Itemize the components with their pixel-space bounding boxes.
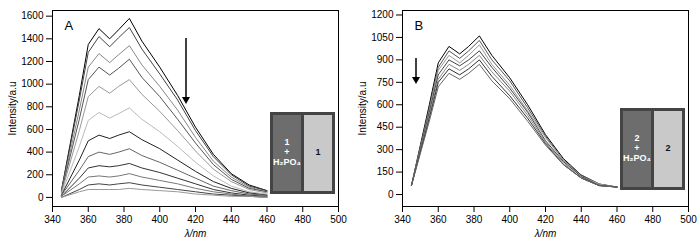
svg-text:360: 360 xyxy=(430,214,447,225)
svg-text:380: 380 xyxy=(116,214,133,225)
svg-text:900: 900 xyxy=(377,54,394,65)
svg-text:1000: 1000 xyxy=(21,78,44,89)
svg-text:1050: 1050 xyxy=(371,32,394,43)
svg-text:λ/nm: λ/nm xyxy=(534,228,557,239)
svg-text:600: 600 xyxy=(27,124,44,135)
svg-text:300: 300 xyxy=(377,144,394,155)
svg-text:440: 440 xyxy=(573,214,590,225)
svg-text:800: 800 xyxy=(27,101,44,112)
svg-text:0: 0 xyxy=(38,192,44,203)
svg-text:460: 460 xyxy=(609,214,626,225)
svg-text:150: 150 xyxy=(377,166,394,177)
svg-text:A: A xyxy=(65,18,74,33)
svg-text:480: 480 xyxy=(644,214,661,225)
svg-text:Intensity/a.u: Intensity/a.u xyxy=(7,82,18,136)
html-text:2: 2 xyxy=(665,143,671,153)
svg-text:λ/nm: λ/nm xyxy=(184,228,207,239)
html-text:2 + H₂PO₄: 2 + H₂PO₄ xyxy=(623,133,651,163)
html-text:1: 1 xyxy=(315,147,321,157)
svg-text:1600: 1600 xyxy=(21,10,44,21)
svg-text:400: 400 xyxy=(151,214,168,225)
svg-text:600: 600 xyxy=(377,99,394,110)
svg-text:340: 340 xyxy=(44,214,61,225)
svg-text:200: 200 xyxy=(27,169,44,180)
svg-text:420: 420 xyxy=(537,214,554,225)
svg-text:Intensity/a.u: Intensity/a.u xyxy=(357,82,368,136)
svg-text:0: 0 xyxy=(388,189,394,200)
svg-text:460: 460 xyxy=(259,214,276,225)
svg-text:450: 450 xyxy=(377,121,394,132)
svg-text:360: 360 xyxy=(80,214,97,225)
svg-text:420: 420 xyxy=(187,214,204,225)
svg-text:440: 440 xyxy=(223,214,240,225)
svg-text:400: 400 xyxy=(27,146,44,157)
svg-text:500: 500 xyxy=(680,214,697,225)
svg-text:1400: 1400 xyxy=(21,33,44,44)
html-text:1 + H₂PO₄: 1 + H₂PO₄ xyxy=(273,137,301,167)
svg-text:1200: 1200 xyxy=(371,9,394,20)
svg-text:400: 400 xyxy=(501,214,518,225)
svg-text:750: 750 xyxy=(377,77,394,88)
svg-text:480: 480 xyxy=(294,214,311,225)
svg-text:1200: 1200 xyxy=(21,56,44,67)
svg-text:B: B xyxy=(415,18,424,33)
svg-text:340: 340 xyxy=(394,214,411,225)
svg-text:380: 380 xyxy=(466,214,483,225)
svg-text:500: 500 xyxy=(330,214,347,225)
